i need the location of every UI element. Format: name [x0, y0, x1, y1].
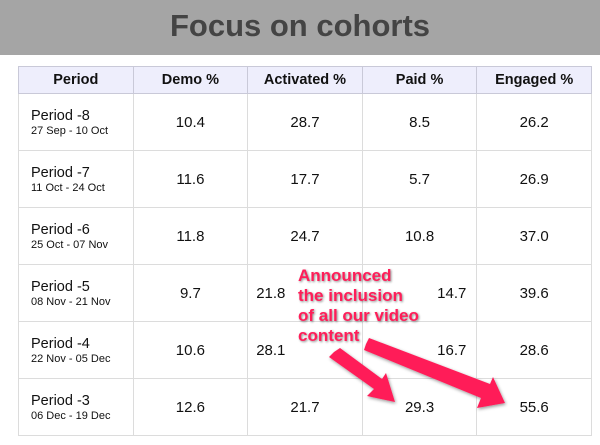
cell-demo: 10.6	[132, 321, 249, 379]
cell-engaged: 26.9	[476, 150, 592, 208]
period-dates: 27 Sep - 10 Oct	[31, 124, 109, 137]
period-name: Period -8	[31, 107, 90, 124]
arrow-to-engaged-icon	[364, 338, 505, 408]
page-title: Focus on cohorts	[169, 8, 431, 43]
cell-engaged: 39.6	[476, 264, 592, 322]
cell-paid: 14.7	[361, 264, 478, 322]
table-row: Period -5 08 Nov - 21 Nov 9.7 21.8 14.7 …	[18, 264, 592, 322]
header-activated: Activated %	[247, 66, 363, 94]
period-dates: 08 Nov - 21 Nov	[31, 295, 111, 308]
table-row: Period -8 27 Sep - 10 Oct 10.4 28.7 8.5 …	[18, 93, 592, 151]
period-name: Period -6	[31, 221, 90, 238]
period-name: Period -3	[31, 392, 90, 409]
cell-activated: 28.7	[247, 93, 363, 151]
header-period: Period	[18, 66, 134, 94]
cell-activated: 17.7	[247, 150, 363, 208]
cell-activated: 24.7	[247, 207, 363, 265]
period-dates: 25 Oct - 07 Nov	[31, 238, 109, 251]
cell-period: Period -3 06 Dec - 19 Dec	[18, 378, 134, 436]
cell-activated: 21.8	[247, 264, 363, 322]
cell-period: Period -6 25 Oct - 07 Nov	[18, 207, 134, 265]
cell-engaged: 26.2	[476, 93, 592, 151]
annotation-line: Announced	[298, 266, 392, 285]
cell-demo: 12.6	[132, 378, 249, 436]
annotation-line: the inclusion	[298, 286, 403, 305]
period-name: Period -4	[31, 335, 90, 352]
cell-period: Period -5 08 Nov - 21 Nov	[18, 264, 134, 322]
cohort-table: Period Demo % Activated % Paid % Engaged…	[18, 66, 592, 436]
annotation-line: content	[298, 326, 360, 345]
table-row: Period -4 22 Nov - 05 Dec 10.6 28.1 16.7…	[18, 321, 592, 379]
header-paid: Paid %	[361, 66, 478, 94]
cell-period: Period -8 27 Sep - 10 Oct	[18, 93, 134, 151]
period-dates: 22 Nov - 05 Dec	[31, 352, 111, 365]
table-header-row: Period Demo % Activated % Paid % Engaged…	[18, 66, 592, 94]
period-dates: 11 Oct - 24 Oct	[31, 181, 105, 194]
annotation-line: of all our video	[298, 306, 419, 325]
header-engaged: Engaged %	[476, 66, 592, 94]
header-demo: Demo %	[132, 66, 249, 94]
period-name: Period -7	[31, 164, 90, 181]
period-dates: 06 Dec - 19 Dec	[31, 409, 111, 422]
cell-demo: 11.6	[132, 150, 249, 208]
arrow-to-paid-icon	[329, 348, 395, 402]
cell-period: Period -4 22 Nov - 05 Dec	[18, 321, 134, 379]
title-bar: Focus on cohorts	[0, 0, 600, 55]
annotation-text: Announced the inclusion of all our video…	[298, 266, 419, 346]
cell-paid: 8.5	[361, 93, 478, 151]
cell-engaged: 28.6	[476, 321, 592, 379]
period-name: Period -5	[31, 278, 90, 295]
